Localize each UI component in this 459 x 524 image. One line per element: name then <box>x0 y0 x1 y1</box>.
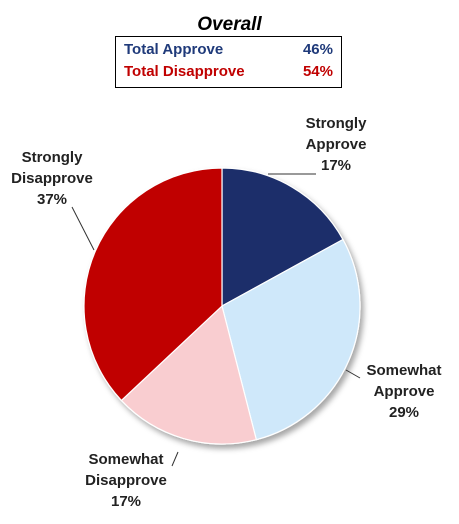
leader-line-somewhat-disapprove <box>171 451 179 467</box>
pie-slices <box>83 167 361 445</box>
leader-line-strongly-disapprove <box>71 206 95 251</box>
pie-slice-strongly-disapprove <box>83 167 223 402</box>
chart-title: Overall <box>197 14 262 35</box>
slice-labels: Strongly Approve 17% Somewhat Approve 29% Some… <box>11 115 441 510</box>
total-approve-value: 46% <box>302 41 333 58</box>
summary-box: Total Approve 46% Total Disapprove 54% <box>115 36 342 88</box>
total-disapprove-value: 54% <box>302 63 333 80</box>
total-approve-label: Total Approve <box>124 41 224 58</box>
pie-slice-somewhat-disapprove <box>120 304 258 445</box>
leader-line-somewhat-approve <box>345 369 361 379</box>
slice-label-somewhat-disapprove: Disapprove <box>85 472 167 489</box>
data-label-somewhat-disapprove: 17% <box>111 493 141 510</box>
data-label-strongly-approve: 17% <box>321 157 351 174</box>
summary-row-total-approve: Total Approve 46% <box>124 41 333 63</box>
slice-label-somewhat-approve: Approve <box>374 383 435 400</box>
data-label-somewhat-approve: 29% <box>389 404 419 421</box>
pie-slice-strongly-approve <box>221 167 344 308</box>
slice-label-strongly-disapprove: Strongly <box>22 149 83 166</box>
leader-lines <box>71 173 361 467</box>
pie-slice-somewhat-approve <box>221 238 361 441</box>
slice-label-strongly-approve: Approve <box>306 136 367 153</box>
slice-label-strongly-disapprove: Disapprove <box>11 170 93 187</box>
total-disapprove-label: Total Disapprove <box>124 63 245 80</box>
slice-label-somewhat-disapprove: Somewhat <box>88 451 163 468</box>
data-label-strongly-disapprove: 37% <box>37 191 67 208</box>
slice-label-somewhat-approve: Somewhat <box>366 362 441 379</box>
summary-row-total-disapprove: Total Disapprove 54% <box>124 63 333 85</box>
slice-label-strongly-approve: Strongly <box>306 115 367 132</box>
